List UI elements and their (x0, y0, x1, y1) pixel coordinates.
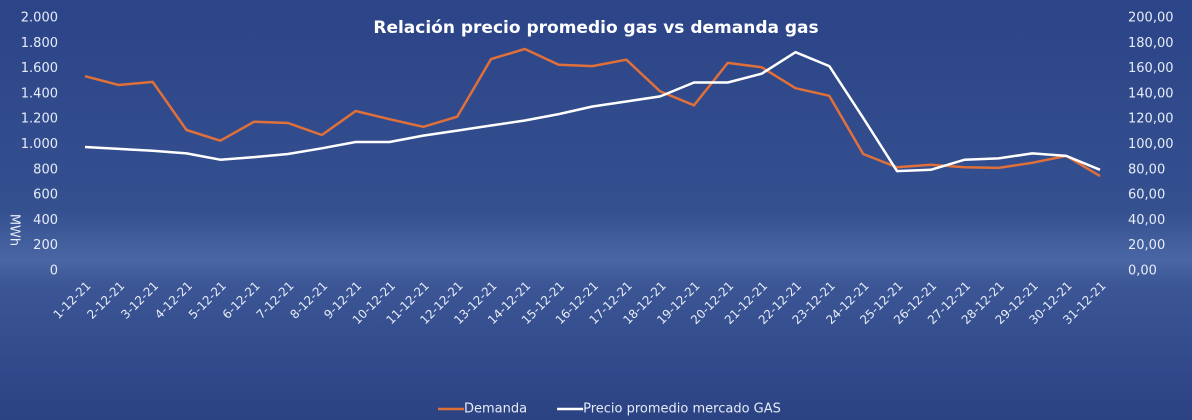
y-tick-label: 200 (33, 238, 58, 253)
y-tick-label: 800 (33, 162, 58, 177)
y2-tick-label: 40,00 (1128, 213, 1165, 228)
y-tick-label: 400 (33, 213, 58, 228)
y-tick-label: 1.600 (21, 61, 58, 76)
y2-tick-label: 20,00 (1128, 238, 1165, 253)
y2-tick-label: 160,00 (1128, 61, 1174, 76)
legend-label: Demanda (464, 402, 527, 417)
y2-tick-label: 100,00 (1128, 137, 1174, 152)
y-tick-label: 1.800 (21, 36, 58, 51)
y-tick-label: 1.400 (21, 86, 58, 101)
y-tick-label: 0 (50, 264, 58, 279)
line-series (84, 47, 1101, 178)
y-tick-label: 1.000 (21, 137, 58, 152)
chart-title: Relación precio promedio gas vs demanda … (373, 18, 818, 38)
y2-tick-label: 140,00 (1128, 86, 1174, 101)
y2-tick-label: 200,00 (1128, 11, 1174, 26)
line-series (84, 50, 1101, 173)
legend-label: Precio promedio mercado GAS (583, 402, 781, 417)
y-tick-label: 600 (33, 188, 58, 203)
y-axis-label: MWh (7, 214, 22, 246)
y2-tick-label: 120,00 (1128, 112, 1174, 127)
y-tick-label: 2.000 (21, 11, 58, 26)
y-tick-label: 1.200 (21, 112, 58, 127)
y2-tick-label: 180,00 (1128, 36, 1174, 51)
y2-tick-label: 0,00 (1128, 264, 1157, 279)
y2-tick-label: 60,00 (1128, 188, 1165, 203)
y2-tick-label: 80,00 (1128, 162, 1165, 177)
